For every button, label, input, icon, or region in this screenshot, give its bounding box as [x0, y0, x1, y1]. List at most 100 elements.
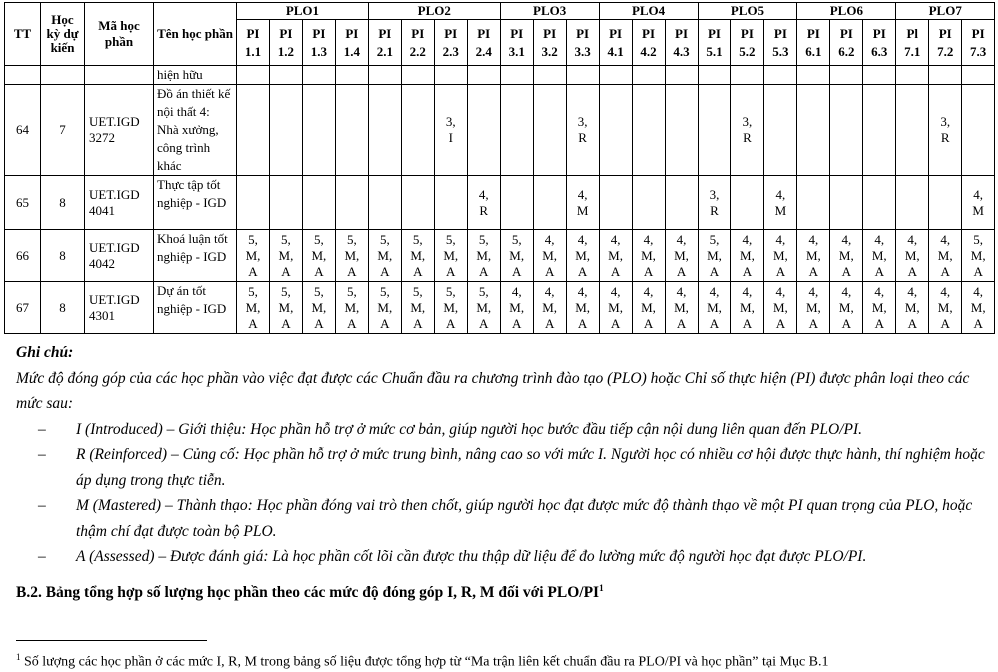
cell-pi-level: [631, 175, 666, 230]
cell-pi-level: [236, 175, 270, 230]
table-row: 66 8 UET.IGD 4042 Khoá luận tốt nghiệp - IG…: [4, 229, 996, 282]
cell-pi-level: 5, M, A: [961, 229, 996, 282]
cell-ten-hoc-phan: hiện hữu: [153, 65, 237, 85]
cell-pi-level: [433, 175, 468, 230]
cell-pi-level: 5, M, A: [466, 229, 501, 282]
cell-pi-level: [796, 65, 831, 85]
cell-pi-level: [268, 65, 303, 85]
cell-pi-level: [862, 175, 897, 230]
cell-pi-level: [367, 175, 402, 230]
notes-item: – R (Reinforced) – Củng cố: Học phần hỗ t…: [16, 442, 991, 493]
cell-pi-level: 4, M, A: [631, 281, 666, 334]
cell-pi-level: [796, 84, 831, 176]
cell-pi-level: 4, M, A: [796, 229, 831, 282]
cell-pi-level: [268, 175, 303, 230]
cell-pi-level: [236, 65, 270, 85]
cell-pi-level: 5, M, A: [334, 229, 369, 282]
cell-pi-level: [466, 65, 501, 85]
header-plo1: PLO1: [236, 2, 369, 20]
cell-pi-level: 4, R: [466, 175, 501, 230]
header-pi: PI 6.1: [796, 19, 831, 66]
cell-pi-level: [400, 65, 435, 85]
cell-pi-level: 4, M, A: [565, 229, 600, 282]
cell-pi-level: 3, R: [928, 84, 963, 176]
cell-pi-level: 4, M, A: [730, 281, 765, 334]
header-pi: PI 2.2: [400, 19, 435, 66]
cell-pi-level: 5, M, A: [697, 229, 732, 282]
footnote-mark: 1: [16, 652, 21, 662]
notes-item: – M (Mastered) – Thành thạo: Học phần đón…: [16, 493, 991, 544]
cell-pi-level: 4, M, A: [499, 281, 534, 334]
header-pi: PI 2.1: [367, 19, 402, 66]
footnote-ref[interactable]: 1: [599, 583, 604, 593]
cell-pi-level: 5, M, A: [400, 229, 435, 282]
notes-item-text: A (Assessed) – Được đánh giá: Là học phầ…: [76, 548, 867, 565]
cell-pi-level: [236, 84, 270, 176]
cell-pi-level: [466, 84, 501, 176]
cell-pi-level: 4, M, A: [862, 229, 897, 282]
header-pi: PI 1.3: [301, 19, 336, 66]
footnote: 1 Số lượng các học phần ở các mức I, R, …: [16, 652, 829, 671]
cell-tt: 66: [4, 229, 41, 282]
cell-pi-level: 4, M, A: [664, 229, 699, 282]
cell-pi-level: 4, M, A: [928, 229, 963, 282]
cell-pi-level: [928, 175, 963, 230]
cell-pi-level: 4, M: [961, 175, 996, 230]
cell-pi-level: [895, 65, 930, 85]
cell-pi-level: 4, M, A: [565, 281, 600, 334]
cell-pi-level: [268, 84, 303, 176]
cell-pi-level: 3, I: [433, 84, 468, 176]
cell-pi-level: [664, 175, 699, 230]
cell-pi-level: 4, M: [565, 175, 600, 230]
header-pi: PI 4.1: [598, 19, 633, 66]
header-plo4: PLO4: [598, 2, 699, 20]
cell-pi-level: 3, R: [730, 84, 765, 176]
cell-pi-level: 4, M, A: [664, 281, 699, 334]
header-pi: PI 3.3: [565, 19, 600, 66]
header-ten-hoc-phan: Tên học phần: [153, 2, 237, 66]
cell-pi-level: 3, R: [697, 175, 732, 230]
table-row: hiện hữu: [4, 65, 996, 85]
section-heading: B.2. Bảng tổng hợp số lượng học phần the…: [16, 583, 604, 602]
cell-pi-level: [631, 65, 666, 85]
header-tt: TT: [4, 2, 41, 66]
dash-bullet: –: [38, 446, 46, 463]
cell-pi-level: 4, M, A: [763, 281, 798, 334]
cell-hoc-ky: 7: [40, 84, 85, 176]
cell-tt: 64: [4, 84, 41, 176]
notes-item-text: R (Reinforced) – Củng cố: Học phần hỗ tr…: [76, 446, 985, 489]
cell-pi-level: [433, 65, 468, 85]
cell-pi-level: [697, 84, 732, 176]
cell-pi-level: [301, 65, 336, 85]
cell-pi-level: [763, 84, 798, 176]
header-pi: PI 2.4: [466, 19, 501, 66]
cell-pi-level: 5, M, A: [334, 281, 369, 334]
cell-pi-level: [565, 65, 600, 85]
cell-pi-level: 4, M, A: [862, 281, 897, 334]
header-pi: PI 4.2: [631, 19, 666, 66]
table-row: 65 8 UET.IGD 4041 Thực tập tốt nghiệp - IGD…: [4, 175, 996, 230]
cell-pi-level: [697, 65, 732, 85]
notes-section: Ghi chú: Mức độ đóng góp của các học phầ…: [16, 340, 991, 570]
cell-pi-level: [664, 65, 699, 85]
cell-pi-level: [334, 175, 369, 230]
dash-bullet: –: [38, 548, 46, 565]
cell-pi-level: 5, M, A: [367, 281, 402, 334]
header-pi: PI 6.3: [862, 19, 897, 66]
cell-ten-hoc-phan: Thực tập tốt nghiệp - IGD: [153, 175, 237, 230]
cell-pi-level: 5, M, A: [268, 281, 303, 334]
table-row: 67 8 UET.IGD 4301 Dự án tốt nghiệp - IGD 5, …: [4, 281, 996, 334]
header-pi: PI 1.4: [334, 19, 369, 66]
header-pi: Pl 7.1: [895, 19, 930, 66]
cell-pi-level: [763, 65, 798, 85]
cell-pi-level: 4, M, A: [697, 281, 732, 334]
cell-pi-level: 4, M: [763, 175, 798, 230]
cell-pi-level: 5, M, A: [301, 281, 336, 334]
cell-ten-hoc-phan: Đồ án thiết kế nội thất 4: Nhà xưởng, cô…: [153, 84, 237, 176]
cell-pi-level: 4, M, A: [895, 229, 930, 282]
cell-ma-hoc-phan: [84, 65, 154, 85]
header-plo3: PLO3: [499, 2, 600, 20]
cell-pi-level: 5, M, A: [400, 281, 435, 334]
cell-pi-level: 5, M, A: [433, 281, 468, 334]
cell-pi-level: [301, 175, 336, 230]
